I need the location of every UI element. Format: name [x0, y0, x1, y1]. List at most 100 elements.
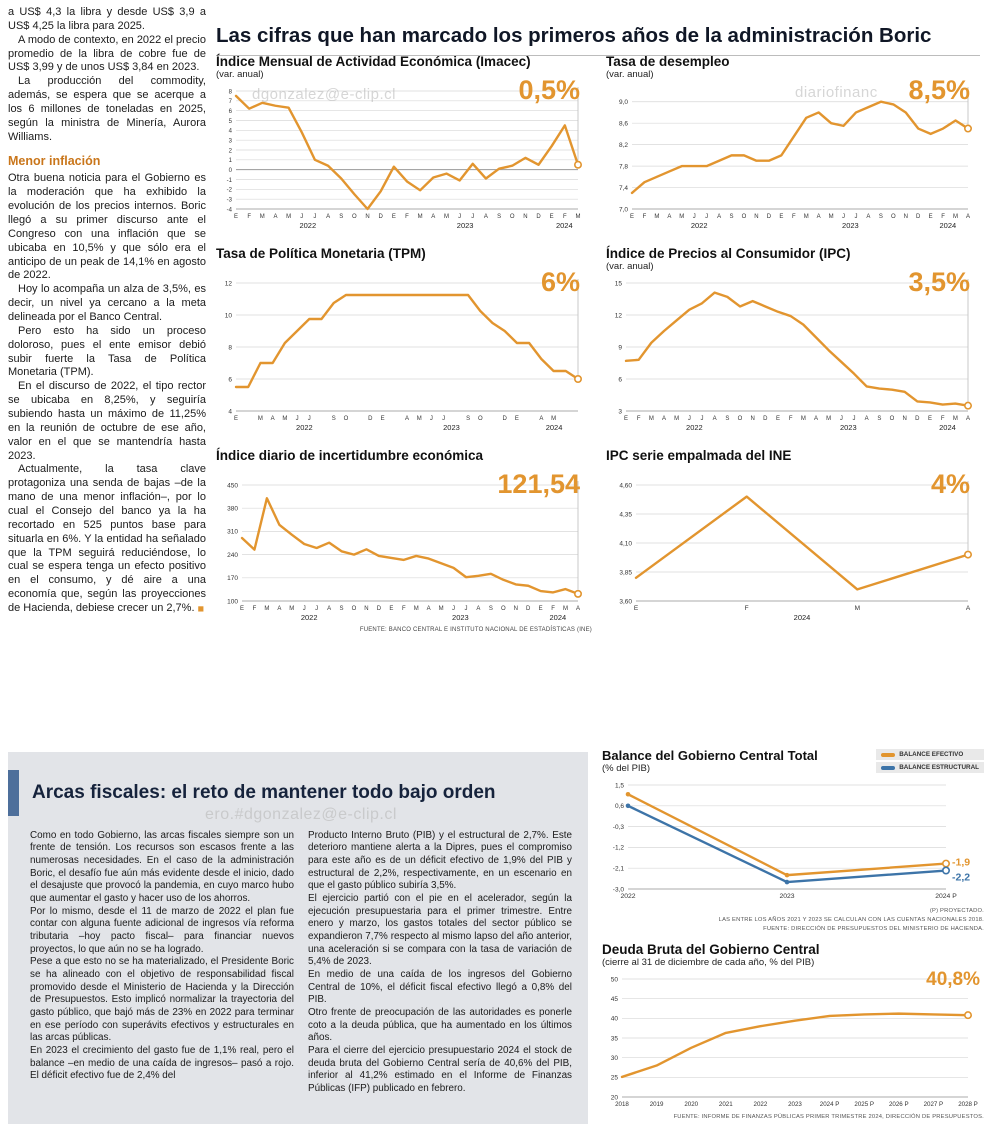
- svg-text:M: M: [953, 214, 958, 220]
- chart-subtitle: [216, 261, 592, 273]
- panel-paragraph: En 2023 el crecimiento del gasto fue de …: [30, 1044, 294, 1082]
- svg-text:F: F: [402, 606, 406, 612]
- source-note: FUENTE: BANCO CENTRAL E INSTITUTO NACION…: [359, 627, 592, 633]
- arcas-fiscales-panel: Arcas fiscales: el reto de mantener todo…: [8, 752, 588, 1124]
- svg-text:O: O: [344, 416, 349, 422]
- panel-title: Arcas fiscales: el reto de mantener todo…: [32, 781, 496, 803]
- svg-text:E: E: [630, 214, 634, 220]
- svg-text:1,5: 1,5: [615, 782, 624, 789]
- chart-subtitle: [606, 463, 982, 475]
- svg-text:A: A: [966, 416, 970, 422]
- svg-text:D: D: [526, 606, 531, 612]
- chart-ipc-ine: IPC serie empalmada del INE 4% 4,60 4,35 4…: [606, 448, 982, 633]
- svg-text:-2,2: -2,2: [952, 872, 970, 884]
- svg-text:A: A: [405, 416, 409, 422]
- svg-text:J: J: [465, 606, 468, 612]
- svg-text:M: M: [282, 416, 287, 422]
- footnote-line: (P) PROYECTADO.: [929, 908, 984, 914]
- svg-text:M: M: [289, 606, 294, 612]
- legend-label: BALANCE EFECTIVO: [899, 751, 964, 758]
- svg-text:100: 100: [227, 598, 238, 605]
- svg-text:M: M: [804, 214, 809, 220]
- ipc-ine-line-chart: 4,60 4,35 4,10 3,85 3,60E F M A 2024: [619, 481, 972, 622]
- svg-text:8: 8: [228, 344, 232, 351]
- svg-text:F: F: [643, 214, 647, 220]
- svg-text:2024: 2024: [556, 221, 573, 230]
- article-paragraph: a US$ 4,3 la libra y desde US$ 3,9 a US$…: [8, 6, 206, 32]
- svg-text:N: N: [365, 214, 369, 220]
- svg-text:D: D: [916, 214, 921, 220]
- panel-column-1: Como en todo Gobierno, las arcas fiscale…: [30, 830, 294, 1096]
- svg-text:J: J: [313, 214, 316, 220]
- chart-title: Tasa de desempleo: [606, 54, 730, 69]
- article-paragraph: A modo de contexto, en 2022 el precio pr…: [8, 33, 206, 74]
- svg-text:S: S: [332, 416, 336, 422]
- svg-text:25: 25: [611, 1075, 619, 1082]
- svg-text:J: J: [471, 214, 474, 220]
- svg-text:35: 35: [611, 1035, 619, 1042]
- svg-text:J: J: [853, 416, 856, 422]
- svg-text:2019: 2019: [650, 1101, 664, 1108]
- svg-text:2024: 2024: [794, 613, 811, 622]
- svg-text:M: M: [260, 214, 265, 220]
- svg-text:2022: 2022: [754, 1101, 768, 1108]
- article-paragraph: Pero esto ha sido un proceso doloroso, p…: [8, 324, 206, 379]
- svg-text:F: F: [247, 214, 251, 220]
- svg-text:A: A: [326, 214, 330, 220]
- svg-text:-4: -4: [227, 207, 233, 213]
- svg-text:-1: -1: [227, 178, 233, 184]
- panel-paragraph: Pese a que esto no se ha materializado, …: [30, 956, 294, 1044]
- svg-text:A: A: [662, 416, 666, 422]
- svg-text:2022: 2022: [686, 423, 703, 432]
- article-paragraph: En el discurso de 2022, el tipo rector s…: [8, 380, 206, 462]
- svg-text:J: J: [705, 214, 708, 220]
- svg-text:2027 P: 2027 P: [924, 1101, 944, 1108]
- svg-text:O: O: [510, 214, 515, 220]
- svg-text:E: E: [634, 605, 639, 612]
- svg-text:O: O: [352, 606, 357, 612]
- svg-text:M: M: [801, 416, 806, 422]
- svg-text:A: A: [476, 606, 480, 612]
- svg-text:2022: 2022: [301, 613, 318, 622]
- chart-title: IPC serie empalmada del INE: [606, 448, 792, 463]
- svg-text:2022: 2022: [299, 221, 316, 230]
- svg-text:4,10: 4,10: [619, 540, 632, 547]
- svg-text:A: A: [667, 214, 671, 220]
- chart-current-value: 8,5%: [908, 75, 970, 105]
- svg-text:O: O: [742, 214, 747, 220]
- svg-text:8,2: 8,2: [619, 142, 628, 149]
- svg-text:-1,2: -1,2: [613, 845, 625, 852]
- chart-incertidumbre: Índice diario de incertidumbre económica…: [216, 448, 592, 633]
- svg-text:O: O: [891, 214, 896, 220]
- svg-text:E: E: [929, 214, 933, 220]
- svg-text:O: O: [352, 214, 357, 220]
- svg-text:E: E: [550, 214, 554, 220]
- chart-subtitle: (var. anual): [606, 69, 654, 80]
- legend-swatch-blue: [881, 765, 896, 770]
- svg-text:M: M: [414, 606, 419, 612]
- svg-text:12: 12: [615, 312, 623, 319]
- svg-text:2022: 2022: [691, 221, 708, 230]
- svg-text:45: 45: [611, 996, 619, 1003]
- svg-text:O: O: [501, 606, 506, 612]
- svg-text:8: 8: [229, 89, 233, 95]
- svg-text:2024 P: 2024 P: [935, 893, 957, 900]
- chart-title: Índice Mensual de Actividad Económica (I…: [216, 54, 531, 69]
- svg-text:A: A: [966, 605, 971, 612]
- svg-text:M: M: [654, 214, 659, 220]
- svg-text:2024 P: 2024 P: [820, 1101, 840, 1108]
- svg-text:380: 380: [227, 506, 238, 513]
- svg-text:D: D: [368, 416, 373, 422]
- svg-text:F: F: [563, 214, 567, 220]
- svg-text:A: A: [817, 214, 821, 220]
- svg-text:E: E: [234, 214, 238, 220]
- svg-text:A: A: [966, 214, 970, 220]
- svg-text:E: E: [240, 606, 244, 612]
- chart-title: Índice diario de incertidumbre económica: [216, 448, 484, 463]
- svg-text:4: 4: [228, 408, 232, 415]
- svg-text:E: E: [234, 416, 238, 422]
